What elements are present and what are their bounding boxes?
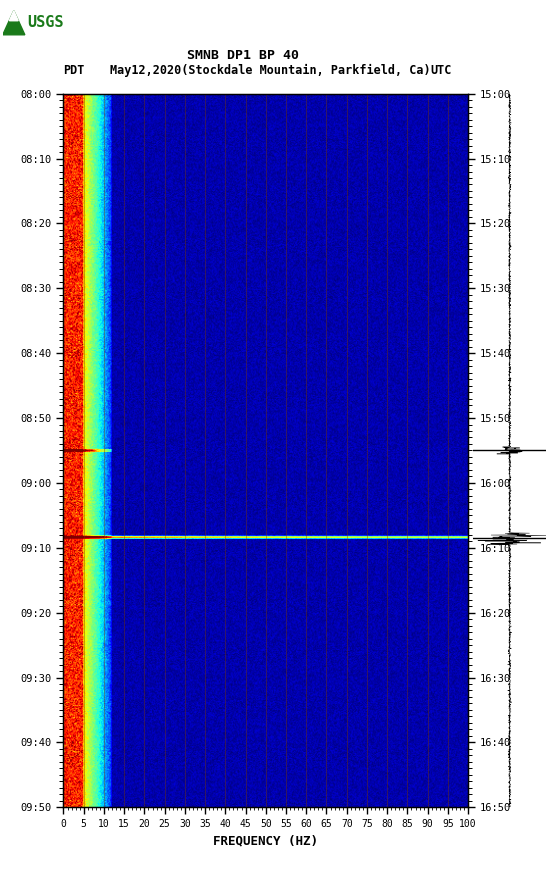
Text: PDT: PDT [63,64,85,77]
Text: May12,2020(Stockdale Mountain, Parkfield, Ca): May12,2020(Stockdale Mountain, Parkfield… [110,64,431,77]
X-axis label: FREQUENCY (HZ): FREQUENCY (HZ) [213,835,319,847]
Text: USGS: USGS [27,15,63,30]
Polygon shape [3,11,25,35]
Polygon shape [9,11,18,21]
Text: UTC: UTC [431,64,452,77]
Text: SMNB DP1 BP 40: SMNB DP1 BP 40 [187,49,299,62]
